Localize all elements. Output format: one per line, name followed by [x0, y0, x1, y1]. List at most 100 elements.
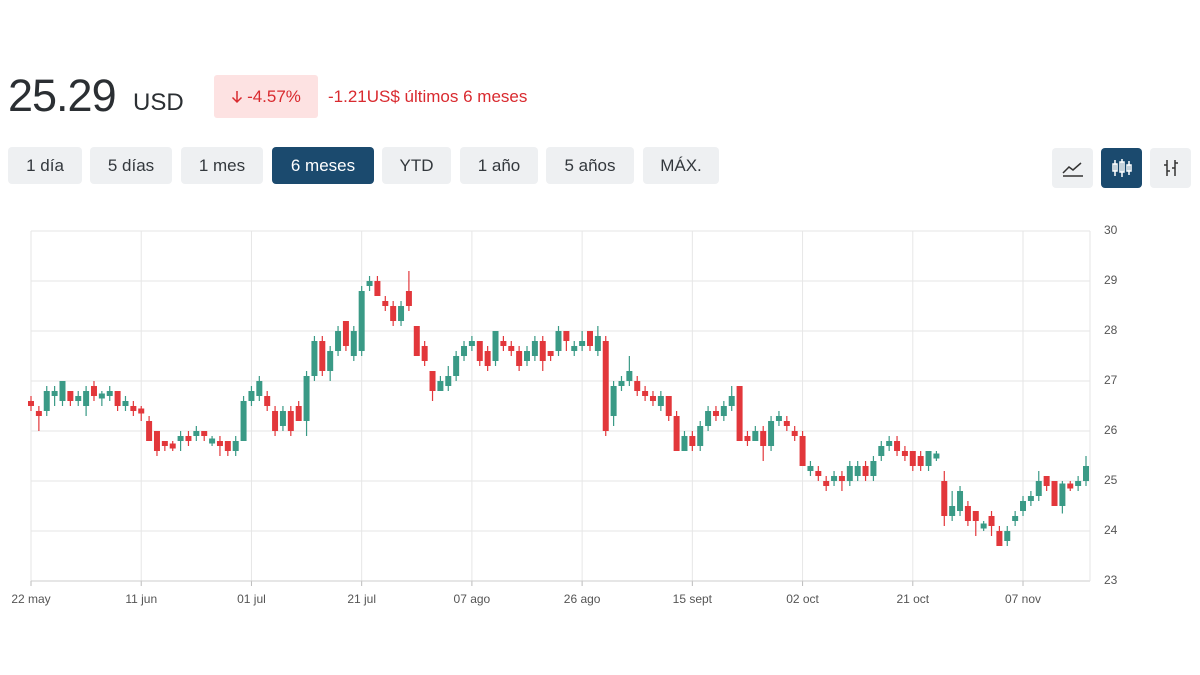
candle-body	[138, 408, 145, 414]
candle-body	[594, 336, 601, 351]
candle-body	[673, 416, 680, 451]
range-button[interactable]: 1 año	[460, 147, 538, 184]
y-tick-label: 28	[1104, 323, 1118, 337]
x-tick-label: 01 jul	[237, 592, 266, 606]
candle-body	[878, 446, 885, 456]
candle-body	[1020, 501, 1027, 511]
range-button[interactable]: 1 mes	[181, 147, 263, 184]
candle-body	[705, 411, 712, 426]
range-button[interactable]: YTD	[382, 147, 451, 184]
y-tick-label: 25	[1104, 473, 1118, 487]
candle-body	[106, 391, 113, 396]
change-percent: -4.57%	[247, 86, 301, 106]
candle-body	[59, 381, 66, 401]
candle-body	[90, 386, 97, 396]
candle-body	[67, 391, 74, 401]
candle-body	[161, 441, 168, 446]
candle-body	[894, 441, 901, 451]
candle-body	[579, 341, 586, 346]
candle-body	[398, 306, 405, 321]
candle-body	[366, 281, 373, 286]
line-chart-button[interactable]	[1052, 148, 1093, 188]
candle-body	[500, 341, 507, 346]
candle-body	[524, 351, 531, 361]
candle-body	[256, 381, 263, 396]
candle-body	[264, 396, 271, 406]
candle-body	[468, 341, 475, 346]
candle-body	[35, 411, 42, 416]
x-tick-label: 07 nov	[1005, 592, 1041, 606]
candle-body	[760, 431, 767, 446]
candle-body	[720, 406, 727, 416]
candle-body	[941, 481, 948, 516]
candle-body	[232, 441, 239, 451]
range-button[interactable]: 1 día	[8, 147, 82, 184]
candle-body	[390, 306, 397, 321]
y-tick-label: 23	[1104, 573, 1118, 587]
candle-body	[201, 431, 208, 436]
candle-body	[224, 441, 231, 451]
candle-body	[1051, 481, 1058, 506]
candle-body	[657, 396, 664, 406]
candle-body	[736, 386, 743, 441]
candle-body	[626, 371, 633, 381]
candle-body	[1083, 466, 1089, 481]
candle-body	[909, 451, 916, 466]
candle-body	[421, 346, 428, 361]
candle-body	[768, 421, 775, 446]
candle-body	[563, 331, 570, 341]
candle-body	[988, 516, 995, 526]
candle-body	[327, 351, 334, 371]
x-tick-label: 22 may	[11, 592, 50, 606]
range-button[interactable]: 5 años	[546, 147, 634, 184]
candle-body	[169, 443, 176, 449]
candle-body	[980, 523, 987, 529]
candle-body	[83, 391, 90, 406]
ohlc-button[interactable]	[1150, 148, 1191, 188]
candle-body	[1067, 483, 1074, 489]
candle-body	[846, 466, 853, 481]
candle-body	[1043, 476, 1050, 486]
candle-body	[303, 376, 310, 421]
candle-body	[831, 476, 838, 481]
candle-body	[429, 371, 436, 391]
candle-body	[153, 431, 160, 451]
candle-body	[350, 331, 357, 356]
candlestick-button[interactable]	[1101, 148, 1142, 188]
candle-body	[586, 331, 593, 346]
candle-body	[319, 341, 326, 371]
chart: 23 24 25 26 27 28 29 30 22 may 11 jun 01 jul 21 jul…	[11, 223, 1118, 606]
candle-body	[461, 346, 468, 356]
candle-body	[933, 453, 940, 459]
candle-body	[51, 391, 58, 396]
candle-body	[413, 326, 420, 356]
candle-body	[98, 393, 105, 399]
candle-body	[996, 531, 1003, 546]
candle-body	[28, 401, 34, 406]
range-button[interactable]: MÁX.	[643, 147, 719, 184]
candle-body	[555, 331, 562, 351]
candle-body	[728, 396, 735, 406]
candle-body	[901, 451, 908, 456]
candle-body	[649, 396, 656, 401]
candle-body	[130, 406, 137, 411]
candle-body	[642, 391, 649, 396]
x-tick-label: 15 sept	[673, 592, 713, 606]
change-badge: -4.57%	[214, 75, 318, 118]
candle-body	[287, 411, 294, 431]
candle-body	[382, 301, 389, 306]
x-tick-label: 21 oct	[896, 592, 929, 606]
candle-body	[862, 466, 869, 476]
range-button[interactable]: 5 días	[90, 147, 172, 184]
candle-body	[689, 436, 696, 446]
candle-body	[799, 436, 806, 466]
candle-body	[870, 461, 877, 476]
candle-body	[744, 436, 751, 441]
candle-body	[193, 431, 200, 436]
candle-body	[1012, 516, 1019, 521]
candle-body	[114, 391, 121, 406]
range-button[interactable]: 6 meses	[272, 147, 374, 184]
down-arrow-icon	[232, 90, 243, 103]
